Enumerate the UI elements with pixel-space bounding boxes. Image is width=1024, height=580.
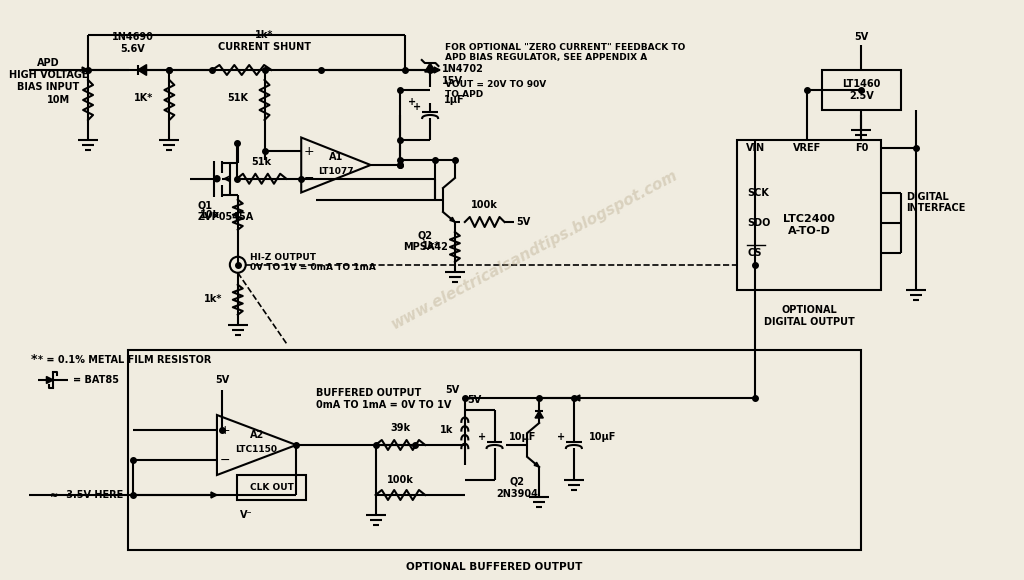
Text: 5V: 5V <box>215 375 229 385</box>
Text: OPTIONAL
DIGITAL OUTPUT: OPTIONAL DIGITAL OUTPUT <box>764 305 855 327</box>
Text: SCK: SCK <box>748 187 769 198</box>
Text: −: − <box>304 172 314 185</box>
Text: 1k*
CURRENT SHUNT: 1k* CURRENT SHUNT <box>218 30 311 52</box>
Text: +: + <box>477 432 485 442</box>
Text: +: + <box>219 423 230 437</box>
Text: LTC2400
A-TO-D: LTC2400 A-TO-D <box>783 214 836 236</box>
Text: V⁻: V⁻ <box>241 510 253 520</box>
Text: LT1460
2.5V: LT1460 2.5V <box>842 79 881 101</box>
Text: +: + <box>413 102 421 112</box>
Text: 10μF: 10μF <box>589 432 616 442</box>
Text: * = 0.1% METAL FILM RESISTOR: * = 0.1% METAL FILM RESISTOR <box>39 355 212 365</box>
Text: BUFFERED OUTPUT
0mA TO 1mA = 0V TO 1V: BUFFERED OUTPUT 0mA TO 1mA = 0V TO 1V <box>316 389 452 410</box>
Polygon shape <box>137 64 146 75</box>
Text: HI-Z OUTPUT
0V TO 1V = 0mA TO 1mA: HI-Z OUTPUT 0V TO 1V = 0mA TO 1mA <box>250 253 376 273</box>
Bar <box>128 350 861 550</box>
Text: VREF: VREF <box>793 143 821 153</box>
Text: A2: A2 <box>250 430 264 440</box>
Text: 10M: 10M <box>47 95 71 105</box>
Bar <box>237 475 306 500</box>
Text: 10μF: 10μF <box>509 432 537 442</box>
Text: 1k*: 1k* <box>204 293 222 304</box>
Text: Q2
2N3904: Q2 2N3904 <box>497 477 539 499</box>
Text: 51K: 51K <box>227 93 249 103</box>
Text: −: − <box>219 454 230 466</box>
Text: 1N4690
5.6V: 1N4690 5.6V <box>112 32 154 54</box>
Text: FOR OPTIONAL "ZERO CURRENT" FEEDBACK TO
APD BIAS REGULATOR, SEE APPENDIX A: FOR OPTIONAL "ZERO CURRENT" FEEDBACK TO … <box>445 42 685 62</box>
Text: Q2
MPSA42: Q2 MPSA42 <box>402 230 447 252</box>
Text: SDO: SDO <box>748 218 771 227</box>
Polygon shape <box>573 395 580 401</box>
Text: A1: A1 <box>329 152 343 162</box>
Text: *: * <box>31 353 37 367</box>
Polygon shape <box>434 67 440 73</box>
Text: 5V: 5V <box>445 385 460 395</box>
Text: = BAT85: = BAT85 <box>73 375 119 385</box>
Text: +: + <box>557 432 565 442</box>
Text: 5V: 5V <box>468 395 482 405</box>
Text: CLK OUT: CLK OUT <box>250 483 294 492</box>
Text: LTC1150: LTC1150 <box>236 445 278 455</box>
Bar <box>737 140 882 290</box>
Polygon shape <box>425 63 435 72</box>
Text: 1k*: 1k* <box>422 241 440 251</box>
Text: LT1077: LT1077 <box>318 166 353 176</box>
Circle shape <box>214 176 220 182</box>
Polygon shape <box>535 411 544 418</box>
Text: www.electricalsandtips.blogspot.com: www.electricalsandtips.blogspot.com <box>388 168 680 332</box>
Text: VOUT = 20V TO 90V
TO APD: VOUT = 20V TO 90V TO APD <box>445 80 546 99</box>
Text: DIGITAL
INTERFACE: DIGITAL INTERFACE <box>906 192 966 213</box>
Text: CS: CS <box>748 248 762 258</box>
Text: APD
HIGH VOLTAGE
BIAS INPUT: APD HIGH VOLTAGE BIAS INPUT <box>8 59 88 92</box>
Polygon shape <box>46 376 53 383</box>
Text: 100k: 100k <box>387 475 414 485</box>
Polygon shape <box>535 462 540 467</box>
Bar <box>821 70 901 110</box>
Text: 39k: 39k <box>390 423 411 433</box>
Text: 51k: 51k <box>252 157 271 167</box>
Polygon shape <box>82 67 88 73</box>
Text: 5V: 5V <box>516 217 530 227</box>
Text: ≈−3.5V HERE: ≈−3.5V HERE <box>49 490 123 500</box>
Text: +: + <box>304 145 314 158</box>
Text: F0: F0 <box>855 143 868 153</box>
Text: Q1
ZVP0545A: Q1 ZVP0545A <box>198 201 253 222</box>
Text: 10k: 10k <box>200 210 220 220</box>
Text: 5V: 5V <box>854 32 868 42</box>
Text: +: + <box>409 97 416 107</box>
Text: 1μF: 1μF <box>444 95 465 105</box>
Text: 1K*: 1K* <box>134 93 154 103</box>
Text: 1k: 1k <box>439 425 453 435</box>
Polygon shape <box>211 492 217 498</box>
Text: 100k: 100k <box>471 200 498 210</box>
Text: VIN: VIN <box>745 143 765 153</box>
Text: 1N4702
15V: 1N4702 15V <box>442 64 484 86</box>
Text: OPTIONAL BUFFERED OUTPUT: OPTIONAL BUFFERED OUTPUT <box>407 562 583 572</box>
Polygon shape <box>450 218 455 222</box>
